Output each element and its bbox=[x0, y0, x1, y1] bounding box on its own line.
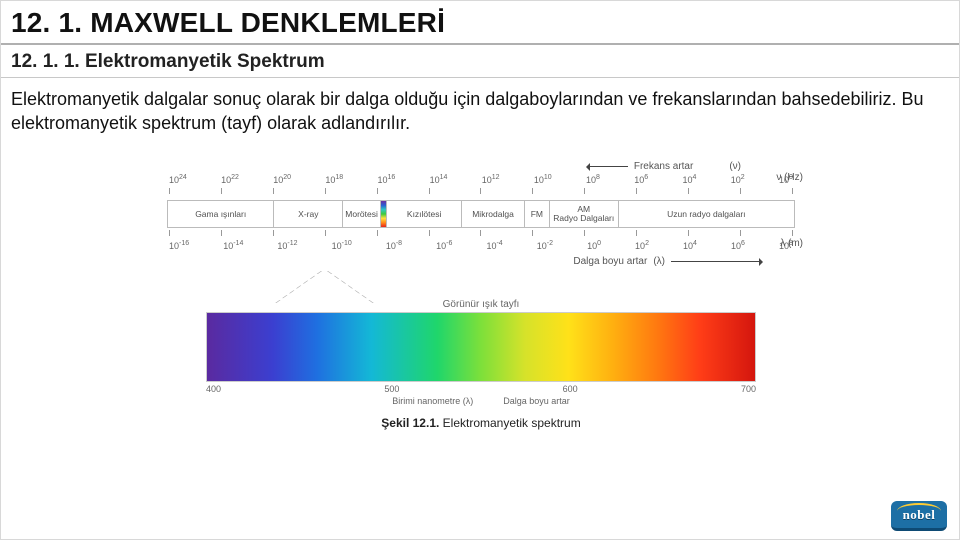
freq-scale-row: 1024 1022 1020 1018 1016 1014 1012 1010 108 106 10… bbox=[161, 174, 801, 188]
freq-symbol: (ν) bbox=[729, 161, 741, 172]
band-fm: FM bbox=[525, 201, 550, 227]
lambda-tick-label: 100 bbox=[587, 240, 601, 251]
freq-arrow-row: Frekans artar (ν) bbox=[161, 161, 801, 172]
freq-tick-label: 1020 bbox=[273, 174, 291, 185]
visible-tick-label: 500 bbox=[384, 384, 399, 394]
band-gama-nlar-: Gama ışınları bbox=[168, 201, 274, 227]
lambda-arrow-symbol: (λ) bbox=[653, 256, 665, 267]
lambda-arrow-row: Dalga boyu artar (λ) bbox=[161, 256, 801, 267]
page-title: 12. 1. MAXWELL DENKLEMLERİ bbox=[1, 1, 959, 45]
tick bbox=[377, 188, 378, 194]
tick bbox=[273, 230, 274, 236]
tick bbox=[325, 188, 326, 194]
freq-tick-label: 108 bbox=[586, 174, 600, 185]
arrow-right-icon bbox=[671, 261, 761, 262]
band-mor-tesi: Morötesi bbox=[343, 201, 381, 227]
freq-unit: ν (Hz) bbox=[776, 172, 803, 183]
visible-tick-label: 400 bbox=[206, 384, 221, 394]
tick bbox=[532, 188, 533, 194]
freq-tick-label: 1018 bbox=[325, 174, 343, 185]
visible-tick-label: 700 bbox=[741, 384, 756, 394]
lambda-tick-label: 10-8 bbox=[386, 240, 402, 251]
tick bbox=[429, 230, 430, 236]
arrow-left-icon bbox=[588, 166, 628, 167]
tick bbox=[792, 230, 793, 236]
freq-tick-label: 104 bbox=[682, 174, 696, 185]
lambda-tick-label: 104 bbox=[683, 240, 697, 251]
publisher-logo: nobel bbox=[891, 501, 947, 531]
freq-tick-label: 1010 bbox=[534, 174, 552, 185]
lambda-arrow-label: Dalga boyu artar bbox=[573, 256, 647, 267]
visible-sub-unit: Birimi nanometre (λ) bbox=[392, 396, 473, 406]
tick bbox=[688, 230, 689, 236]
tick bbox=[636, 188, 637, 194]
caption-bold: Şekil 12.1. bbox=[381, 416, 439, 430]
freq-tick-label: 1012 bbox=[482, 174, 500, 185]
band-am-radyo-dalgalar-: AM Radyo Dalgaları bbox=[550, 201, 619, 227]
band-uzun-radyo-dalgalar-: Uzun radyo dalgaları bbox=[619, 201, 794, 227]
freq-tick-label: 106 bbox=[634, 174, 648, 185]
freq-tick-label: 1014 bbox=[430, 174, 448, 185]
tick bbox=[169, 230, 170, 236]
band-box: Gama ışınlarıX-rayMorötesiKızılötesiMikr… bbox=[167, 200, 795, 228]
spectrum-figure: Frekans artar (ν) 1024102210201018101610… bbox=[161, 161, 801, 430]
freq-tick-label: 1024 bbox=[169, 174, 187, 185]
lambda-tick-label: 10-12 bbox=[277, 240, 297, 251]
lambda-tick-label: 10-2 bbox=[537, 240, 553, 251]
lambda-scale-row: 10-16 10-14 10-12 10-10 10-8 10-6 10-4 10-2 100 1… bbox=[161, 240, 801, 254]
lambda-tick-label: 10-14 bbox=[223, 240, 243, 251]
tick bbox=[429, 188, 430, 194]
lambda-tick-label: 10-4 bbox=[486, 240, 502, 251]
body-paragraph: Elektromanyetik dalgalar sonuç olarak bi… bbox=[1, 78, 959, 140]
tick bbox=[584, 230, 585, 236]
zoom-guide-lines bbox=[161, 271, 801, 303]
tick bbox=[532, 230, 533, 236]
lambda-ticks bbox=[161, 230, 801, 240]
visible-sub-arrow: Dalga boyu artar bbox=[503, 396, 570, 406]
tick bbox=[221, 188, 222, 194]
visible-tick-label: 600 bbox=[563, 384, 578, 394]
lambda-tick-label: 10-16 bbox=[169, 240, 189, 251]
tick bbox=[584, 188, 585, 194]
freq-ticks bbox=[161, 188, 801, 198]
visible-spectrum bbox=[206, 312, 756, 382]
lambda-tick-label: 10-10 bbox=[332, 240, 352, 251]
freq-arrow-label: Frekans artar bbox=[634, 161, 693, 172]
band-k-z-l-tesi: Kızılötesi bbox=[387, 201, 462, 227]
tick bbox=[273, 188, 274, 194]
tick bbox=[480, 188, 481, 194]
freq-tick-label: 102 bbox=[731, 174, 745, 185]
visible-subtitle: Birimi nanometre (λ) Dalga boyu artar bbox=[161, 396, 801, 406]
lambda-tick-label: 102 bbox=[635, 240, 649, 251]
logo-arc-icon bbox=[897, 503, 941, 511]
freq-tick-label: 1022 bbox=[221, 174, 239, 185]
tick bbox=[221, 230, 222, 236]
tick bbox=[636, 230, 637, 236]
tick bbox=[792, 188, 793, 194]
section-title: 12. 1. 1. Elektromanyetik Spektrum bbox=[1, 45, 959, 78]
visible-ticks: 400 500 600 700 bbox=[206, 384, 756, 394]
lambda-tick-label: 10-6 bbox=[436, 240, 452, 251]
lambda-tick-label: 106 bbox=[731, 240, 745, 251]
tick bbox=[688, 188, 689, 194]
lambda-unit: λ (m) bbox=[780, 238, 803, 249]
band-mikrodalga: Mikrodalga bbox=[462, 201, 525, 227]
tick bbox=[325, 230, 326, 236]
tick bbox=[169, 188, 170, 194]
freq-tick-label: 1016 bbox=[378, 174, 396, 185]
tick bbox=[740, 188, 741, 194]
tick bbox=[377, 230, 378, 236]
caption-text: Elektromanyetik spektrum bbox=[439, 416, 580, 430]
tick bbox=[480, 230, 481, 236]
visible-gradient bbox=[207, 313, 755, 381]
tick bbox=[740, 230, 741, 236]
figure-caption: Şekil 12.1. Elektromanyetik spektrum bbox=[161, 416, 801, 430]
band-x-ray: X-ray bbox=[274, 201, 343, 227]
